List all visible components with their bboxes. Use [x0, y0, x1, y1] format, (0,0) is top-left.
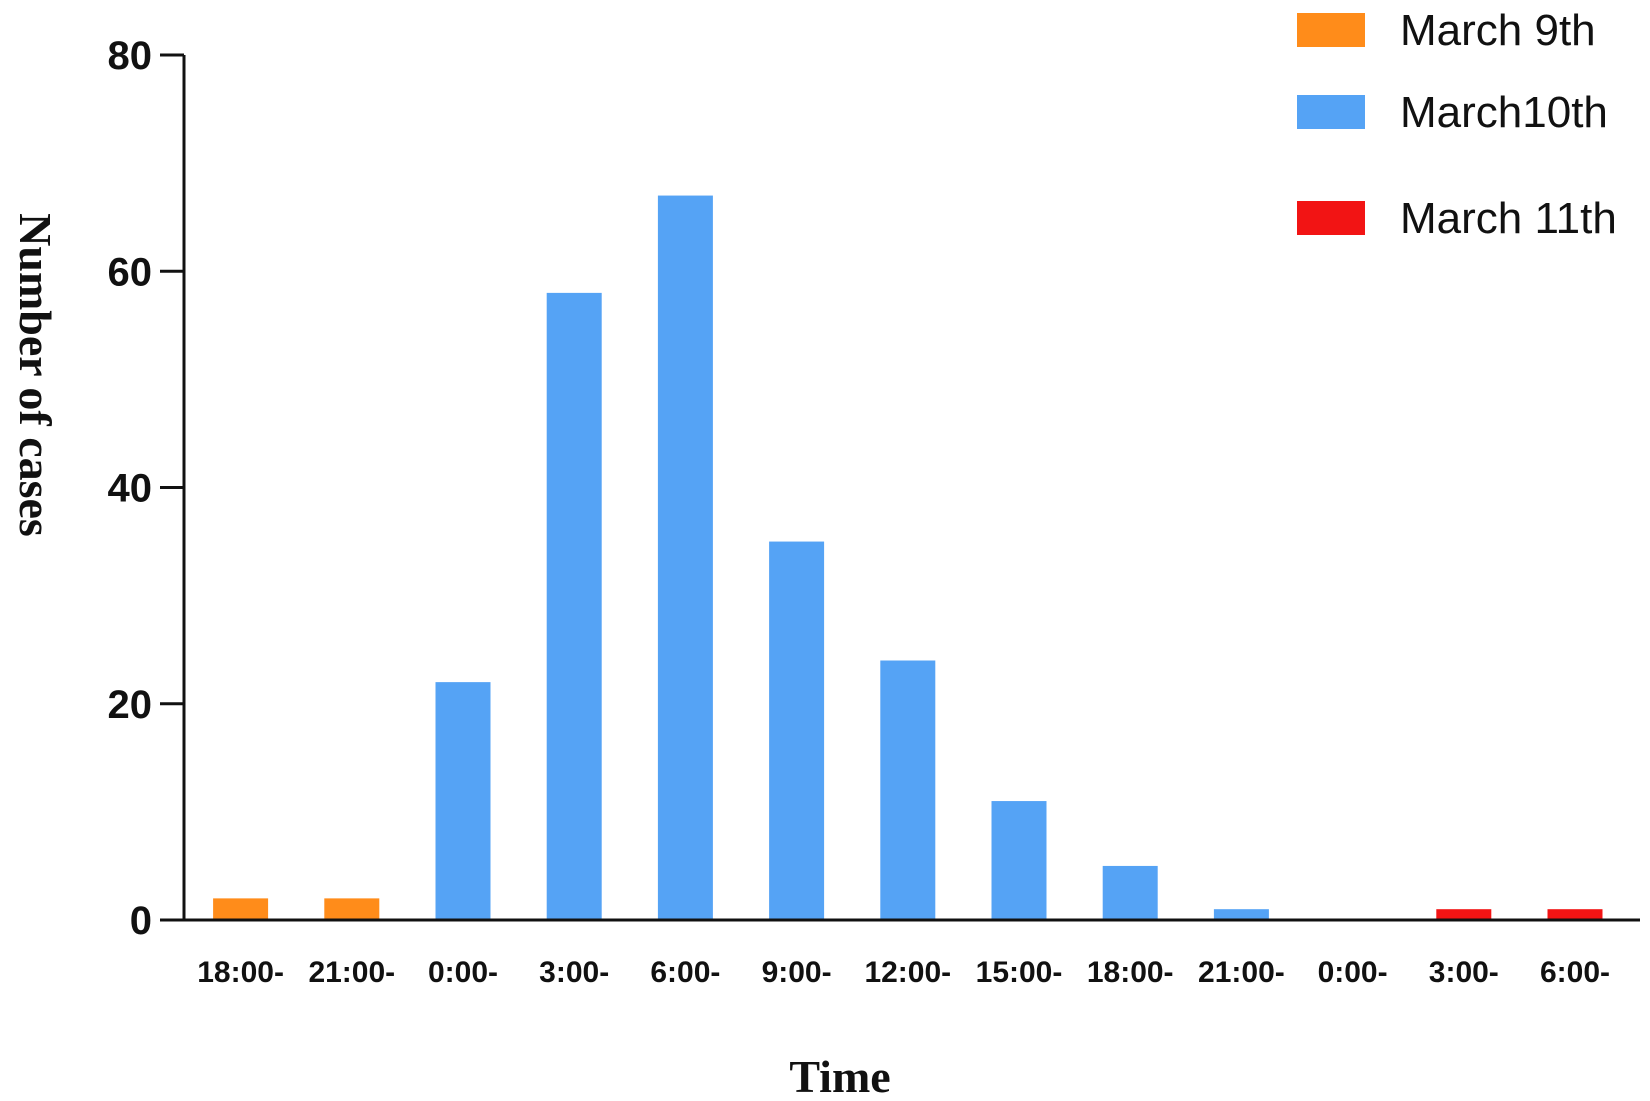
legend: March 9th March10th March 11th	[1297, 6, 1617, 243]
bar-6	[880, 660, 936, 920]
x-tick-label: 0:00-	[1318, 956, 1388, 989]
legend-swatch-2	[1297, 201, 1365, 235]
legend-swatch-0	[1297, 13, 1365, 47]
x-tick-label: 0:00-	[428, 956, 498, 989]
x-tick-label: 18:00-	[197, 956, 284, 989]
bar-5	[769, 541, 825, 920]
y-tick-label: 20	[108, 683, 153, 727]
y-tick-label: 80	[108, 34, 153, 78]
x-tick-label: 9:00-	[762, 956, 832, 989]
x-tick-label: 21:00-	[1198, 956, 1285, 989]
bar-4	[657, 195, 713, 920]
x-axis: 18:00- 21:00- 0:00- 3:00- 6:00- 9:00- 12:00- 15…	[184, 918, 1640, 989]
bar-7	[991, 801, 1047, 920]
x-tick-label: 18:00-	[1087, 956, 1174, 989]
x-tick-label: 15:00-	[976, 956, 1063, 989]
y-tick-label: 60	[108, 250, 153, 294]
legend-label-1: March10th	[1400, 88, 1608, 137]
y-axis: 0 20 40 60 80	[108, 34, 186, 943]
y-axis-title: Number of cases	[10, 213, 61, 537]
bar-11	[1436, 909, 1492, 920]
legend-swatch-1	[1297, 95, 1365, 129]
bar-3	[546, 292, 602, 920]
bar-1	[324, 898, 380, 920]
legend-label-2: March 11th	[1400, 194, 1617, 243]
y-tick-label: 40	[108, 467, 153, 511]
bar-12	[1547, 909, 1603, 920]
legend-label-0: March 9th	[1400, 6, 1596, 55]
y-tick-label: 0	[130, 899, 152, 943]
x-axis-title: Time	[789, 1051, 890, 1101]
x-tick-label: 3:00-	[1429, 956, 1499, 989]
bar-9	[1213, 909, 1269, 920]
x-tick-label: 6:00-	[1540, 956, 1610, 989]
bar-2	[435, 682, 491, 920]
x-tick-label: 21:00-	[308, 956, 395, 989]
bar-8	[1102, 865, 1158, 920]
bar-0	[213, 898, 269, 920]
x-tick-label: 3:00-	[539, 956, 609, 989]
bars-group	[213, 195, 1603, 920]
x-tick-label: 6:00-	[650, 956, 720, 989]
x-tick-label: 12:00-	[864, 956, 951, 989]
